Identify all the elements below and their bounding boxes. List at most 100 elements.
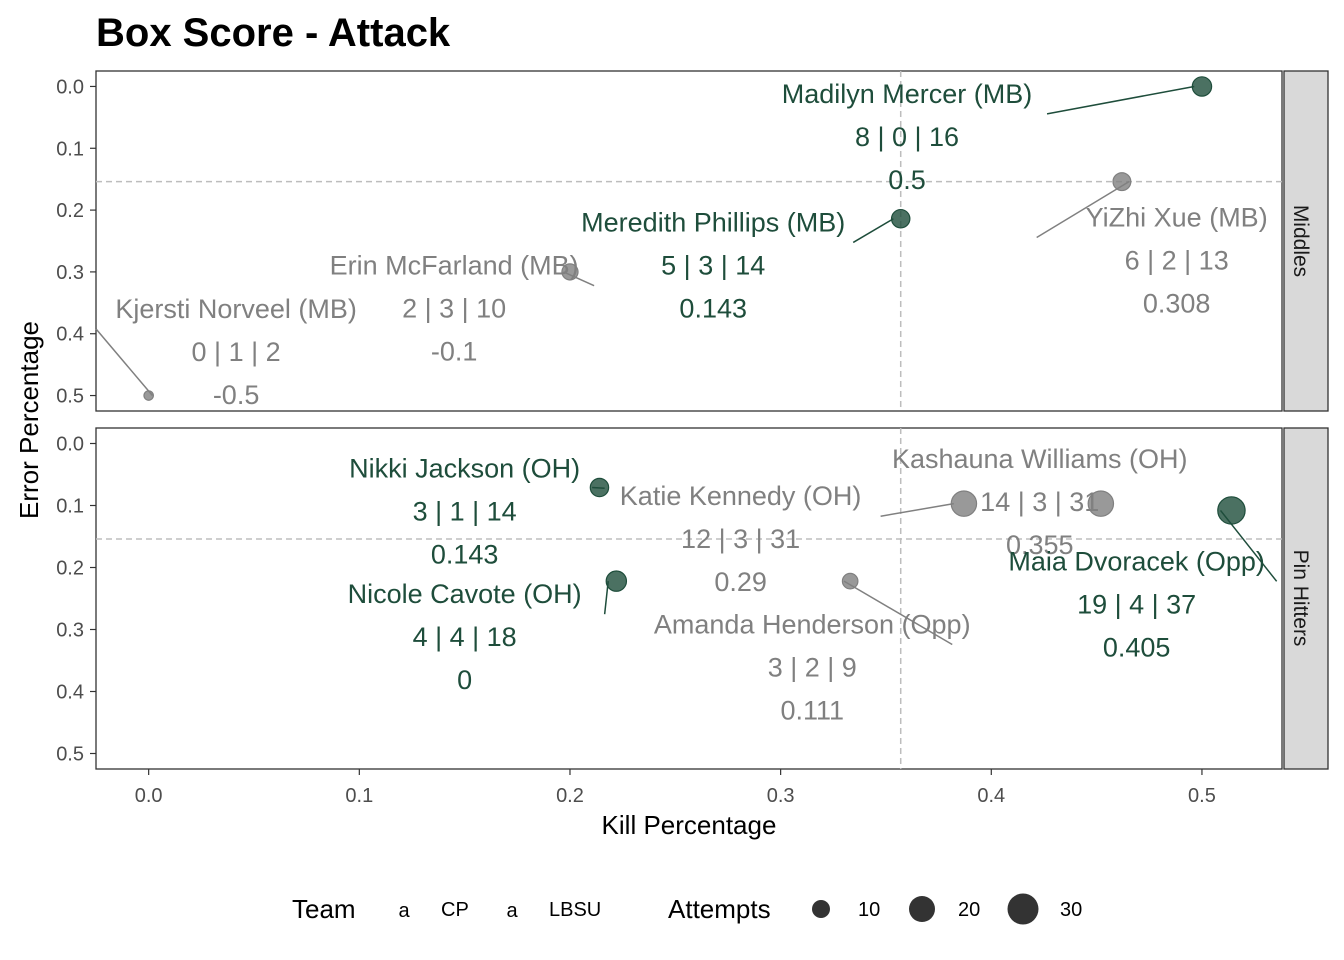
y-tick-label: 0.5 xyxy=(56,386,84,408)
label-leader-line xyxy=(1046,85,1195,115)
panel-border xyxy=(95,70,1283,412)
facet-strip xyxy=(1283,70,1329,412)
y-tick-label: 0.2 xyxy=(56,558,84,580)
player-name-label: Madilyn Mercer (MB) xyxy=(782,79,1033,109)
label-leader-line xyxy=(592,486,605,490)
facet-strip-label: Pin Hitters xyxy=(1289,550,1312,647)
x-axis-ticks: 0.0 0.1 0.2 0.3 0.4 0.5 xyxy=(135,769,1216,807)
x-tick-label: 0.4 xyxy=(977,785,1005,807)
player-efficiency-label: 0 xyxy=(457,665,472,695)
player-stats-label: 8 | 0 | 16 xyxy=(855,122,959,152)
chart-title: Box Score - Attack xyxy=(96,11,451,55)
player-efficiency-label: 0.355 xyxy=(1006,530,1074,560)
y-axis-title: Error Percentage xyxy=(14,321,44,519)
size-legend-title: Attempts xyxy=(668,894,771,924)
legend-key-lbsu: a xyxy=(506,900,518,922)
data-point xyxy=(1112,172,1132,192)
data-point xyxy=(1191,76,1213,97)
facet-strip xyxy=(1283,427,1329,770)
player-stats-label: 19 | 4 | 37 xyxy=(1077,589,1196,619)
label-leader-line xyxy=(880,502,954,517)
player-stats-label: 3 | 2 | 9 xyxy=(768,653,857,683)
x-tick-label: 0.3 xyxy=(767,785,795,807)
legend-label-cp: CP xyxy=(441,899,469,921)
size-legend-label: 30 xyxy=(1060,899,1082,921)
size-legend-label: 10 xyxy=(858,899,880,921)
player-efficiency-label: 0.5 xyxy=(888,165,926,195)
player-name-label: YiZhi Xue (MB) xyxy=(1086,203,1268,233)
label-leader-line xyxy=(563,271,595,287)
data-point xyxy=(890,208,911,229)
y-tick-label: 0.4 xyxy=(56,682,84,704)
y-tick-label: 0.1 xyxy=(56,496,84,518)
player-stats-label: 14 | 3 | 31 xyxy=(980,487,1099,517)
reference-lines xyxy=(96,71,1282,411)
facet-panel-middles: Middles 0.0 0.1 0.2 0.3 0.4 0.5 Madilyn Merce… xyxy=(56,70,1329,412)
size-legend-key-10 xyxy=(812,900,830,918)
y-tick-label: 0.5 xyxy=(56,744,84,766)
legend-label-lbsu: LBSU xyxy=(549,899,601,921)
data-point xyxy=(841,572,859,590)
x-tick-label: 0.5 xyxy=(1188,785,1216,807)
player-name-label: Kjersti Norveel (MB) xyxy=(115,294,357,324)
player-efficiency-label: 0.29 xyxy=(714,567,767,597)
y-tick-label: 0.2 xyxy=(56,200,84,222)
player-stats-label: 4 | 4 | 18 xyxy=(413,622,517,652)
data-point xyxy=(950,490,978,517)
player-stats-label: 5 | 3 | 14 xyxy=(661,250,765,280)
y-tick-label: 0.3 xyxy=(56,620,84,642)
panel-border xyxy=(95,427,1283,770)
player-name-label: Amanda Henderson (Opp) xyxy=(654,610,971,640)
size-legend-label: 20 xyxy=(958,899,980,921)
y-axis-ticks: 0.0 0.1 0.2 0.3 0.4 0.5 xyxy=(56,76,96,408)
player-efficiency-label: 0.405 xyxy=(1103,632,1171,662)
player-stats-label: 2 | 3 | 10 xyxy=(402,294,506,324)
player-name-label: Kashauna Williams (OH) xyxy=(892,444,1188,474)
data-marks: Nikki Jackson (OH) 3 | 1 | 14 0.143 Katie K… xyxy=(348,444,1278,726)
player-efficiency-label: 0.111 xyxy=(780,696,844,726)
size-legend-key-20 xyxy=(909,896,935,922)
player-stats-label: 12 | 3 | 31 xyxy=(681,524,800,554)
player-stats-label: 3 | 1 | 14 xyxy=(413,496,517,526)
size-legend-key-30 xyxy=(1007,893,1039,925)
player-name-label: Meredith Phillips (MB) xyxy=(581,207,845,237)
label-leader-line xyxy=(843,580,953,646)
x-axis-title: Kill Percentage xyxy=(602,810,777,840)
data-point xyxy=(605,570,628,592)
team-legend-title: Team xyxy=(292,894,356,924)
y-axis-ticks: 0.0 0.1 0.2 0.3 0.4 0.5 xyxy=(56,434,96,766)
player-efficiency-label: -0.1 xyxy=(431,337,478,367)
y-tick-label: 0.0 xyxy=(56,434,84,456)
player-efficiency-label: 0.143 xyxy=(431,539,499,569)
label-leader-line xyxy=(852,218,894,244)
label-leader-line xyxy=(603,581,609,615)
player-efficiency-label: 0.308 xyxy=(1143,289,1211,319)
x-tick-label: 0.2 xyxy=(556,785,584,807)
data-marks: Madilyn Mercer (MB) 8 | 0 | 16 0.5 YiZhi Xu… xyxy=(95,76,1268,410)
player-efficiency-label: -0.5 xyxy=(213,380,260,410)
label-leader-line xyxy=(1036,181,1130,239)
player-name-label: Nicole Cavote (OH) xyxy=(348,579,582,609)
data-point xyxy=(1087,490,1115,517)
player-name-label: Maia Dvoracek (Opp) xyxy=(1008,546,1265,576)
y-tick-label: 0.4 xyxy=(56,324,84,346)
reference-lines xyxy=(96,428,1282,769)
player-stats-label: 0 | 1 | 2 xyxy=(192,337,281,367)
label-leader-line xyxy=(95,328,154,397)
facet-panel-pin-hitters: Pin Hitters 0.0 0.1 0.2 0.3 0.4 0.5 Nikki Jac… xyxy=(56,427,1329,770)
legend-key-cp: a xyxy=(398,900,410,922)
x-tick-label: 0.0 xyxy=(135,785,163,807)
y-tick-label: 0.3 xyxy=(56,262,84,284)
player-name-label: Erin McFarland (MB) xyxy=(330,251,579,281)
player-name-label: Katie Kennedy (OH) xyxy=(620,481,862,511)
player-name-label: Nikki Jackson (OH) xyxy=(349,453,580,483)
label-leader-line xyxy=(1219,509,1278,582)
legend: Team a CP a LBSU Attempts 10 20 30 xyxy=(292,893,1082,925)
player-stats-label: 6 | 2 | 13 xyxy=(1125,246,1229,276)
data-point xyxy=(1217,496,1246,525)
y-tick-label: 0.1 xyxy=(56,138,84,160)
y-tick-label: 0.0 xyxy=(56,76,84,98)
x-tick-label: 0.1 xyxy=(345,785,373,807)
facet-strip-label: Middles xyxy=(1289,205,1312,277)
